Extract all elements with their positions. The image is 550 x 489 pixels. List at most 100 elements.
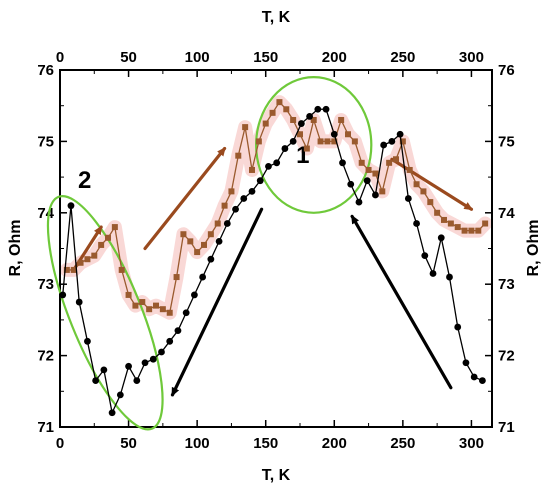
data-point-circle (454, 323, 462, 331)
data-point-square (317, 138, 324, 145)
data-point-square (290, 116, 297, 123)
data-point-circle (289, 138, 297, 145)
data-point-circle (174, 327, 182, 335)
data-point-circle (67, 202, 75, 210)
y-tick-label-left: 73 (37, 276, 54, 293)
data-point-circle (116, 391, 124, 399)
data-point-circle (141, 359, 149, 367)
y-tick-label-right: 71 (498, 419, 515, 436)
data-point-square (221, 202, 228, 209)
data-point-circle (355, 198, 363, 206)
data-point-square (228, 188, 235, 195)
data-point-square (338, 116, 345, 123)
data-point-square (441, 216, 447, 223)
data-point-circle (248, 187, 256, 195)
data-point-circle (421, 252, 429, 260)
data-point-square (249, 166, 255, 173)
data-point-circle (84, 337, 91, 345)
data-point-circle (100, 366, 108, 374)
data-point-circle (404, 195, 412, 202)
data-point-circle (215, 237, 223, 245)
x-tick-label-top: 50 (120, 49, 137, 66)
data-point-circle (470, 373, 478, 381)
data-point-square (345, 131, 351, 138)
data-point-square (105, 234, 111, 241)
data-point-circle (149, 355, 157, 363)
data-point-square (77, 259, 84, 266)
series-layer (59, 99, 489, 417)
data-point-circle (413, 220, 420, 227)
data-point-circle (223, 220, 231, 227)
data-point-square (201, 241, 207, 248)
data-point-square (194, 249, 201, 256)
data-point-square (406, 166, 413, 173)
data-point-square (454, 224, 461, 231)
data-point-circle (306, 113, 313, 120)
x-tick-label-bottom: 50 (120, 435, 137, 452)
data-point-square (255, 138, 262, 145)
data-point-square (393, 156, 399, 163)
x-tick-label-top: 150 (253, 49, 278, 66)
y-tick-label-left: 75 (37, 133, 54, 150)
x-tick-label-top: 0 (56, 49, 64, 66)
axis-ticks (59, 69, 492, 428)
highlight-ellipse (46, 195, 164, 431)
data-point-circle (59, 291, 67, 299)
data-point-circle (446, 273, 453, 281)
data-point-square (283, 106, 290, 113)
data-point-square (427, 199, 434, 206)
trend-arrow-brown (390, 157, 474, 211)
annotations: 12 (46, 76, 474, 431)
data-point-square (420, 188, 427, 195)
x-tick-label-bottom: 200 (322, 435, 347, 452)
data-point-square (434, 209, 441, 216)
data-point-circle (182, 309, 190, 317)
y-tick-label-left: 74 (37, 205, 54, 222)
region-label: 2 (78, 167, 91, 194)
x-tick-label-bottom: 250 (390, 435, 415, 452)
data-point-circle (347, 180, 355, 188)
data-point-circle (339, 159, 346, 167)
data-point-square (413, 181, 420, 188)
data-point-square (166, 309, 173, 316)
y-axis-title-right: R, Ohm (525, 220, 542, 277)
data-point-circle (297, 120, 305, 127)
data-point-circle (281, 145, 289, 152)
data-point-circle (265, 162, 272, 170)
data-point-square (63, 266, 70, 273)
data-point-square (358, 159, 365, 166)
data-point-circle (437, 234, 445, 242)
x-tick-label-top: 300 (459, 49, 484, 66)
highlight-ellipse (255, 76, 373, 214)
data-point-square (207, 231, 214, 238)
data-point-square (153, 302, 159, 309)
data-point-square (139, 299, 146, 306)
x-tick-label-bottom: 150 (253, 435, 278, 452)
data-point-circle (133, 377, 141, 384)
data-point-square (173, 274, 180, 281)
x-tick-label-bottom: 300 (459, 435, 484, 452)
data-point-circle (396, 130, 404, 138)
y-axis-title-left: R, Ohm (7, 220, 24, 277)
data-point-circle (75, 298, 83, 306)
series-line-2 (62, 108, 483, 415)
data-point-circle (240, 195, 248, 202)
data-point-circle (388, 138, 396, 145)
y-tick-label-right: 75 (498, 133, 515, 150)
data-point-circle (372, 191, 379, 199)
data-point-square (214, 220, 221, 227)
data-point-circle (429, 270, 437, 277)
data-point-circle (207, 255, 215, 263)
data-point-square (482, 220, 489, 227)
data-point-square (447, 220, 454, 227)
trend-arrow-brown (143, 146, 227, 251)
data-point-square (235, 152, 242, 159)
data-point-square (98, 241, 105, 248)
y-tick-label-right: 74 (498, 205, 515, 222)
data-point-square (297, 131, 303, 138)
data-point-circle (380, 141, 388, 149)
data-point-square (187, 238, 194, 245)
x-tick-label-bottom: 0 (56, 435, 64, 452)
x-tick-label-top: 100 (185, 49, 210, 66)
y-tick-label-left: 76 (37, 62, 54, 79)
